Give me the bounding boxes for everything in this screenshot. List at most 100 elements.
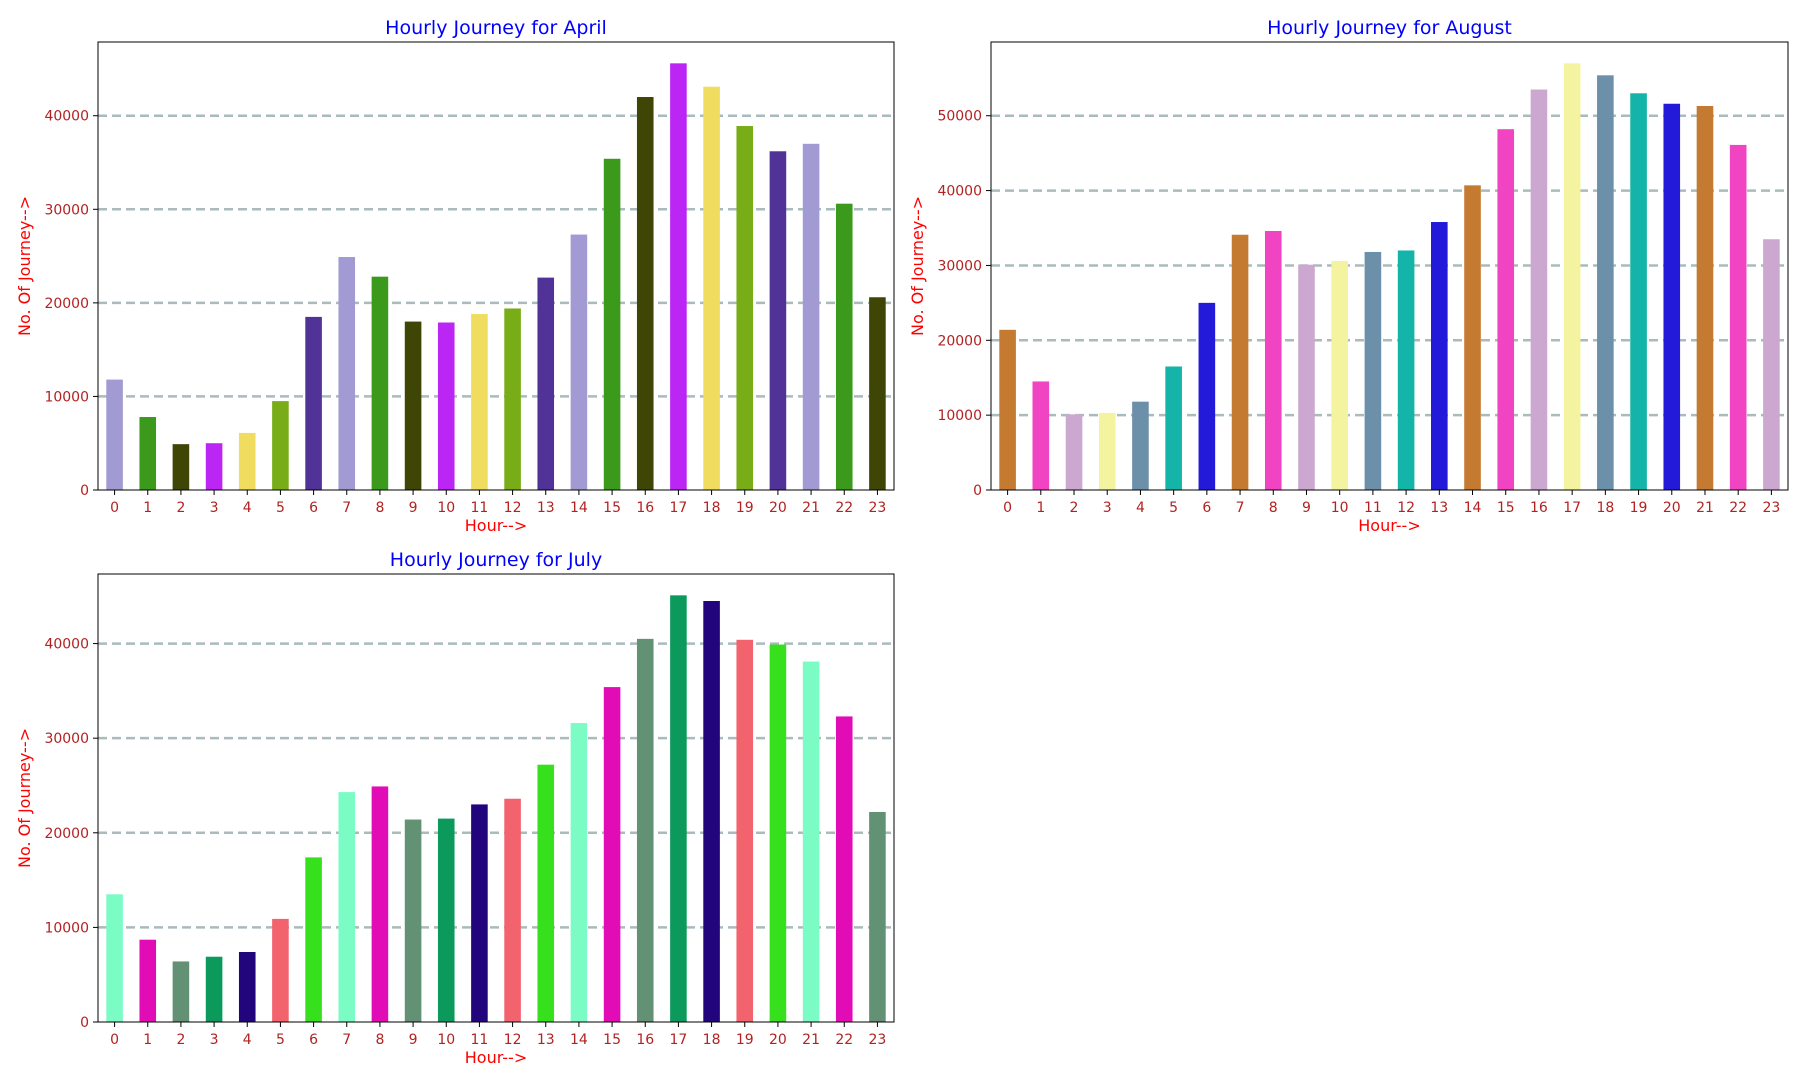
x-tick-label: 11	[471, 500, 489, 516]
bar-hour-11	[471, 804, 488, 1022]
x-tick-label: 4	[243, 500, 252, 516]
bar-hour-16	[636, 638, 654, 1022]
bar-hour-8	[371, 786, 389, 1022]
x-tick-label: 5	[276, 1032, 285, 1048]
bar-hour-22	[835, 203, 853, 490]
x-tick-label: 2	[176, 500, 185, 516]
bar-hour-17	[1563, 63, 1581, 490]
bar-hour-14	[570, 723, 588, 1022]
y-axis-label: No. Of Journey-->	[908, 196, 927, 336]
x-tick-label: 3	[210, 1032, 219, 1048]
chart-title: Hourly Journey for August	[1267, 17, 1512, 39]
bar-hour-9	[1298, 264, 1315, 490]
bar-hour-8	[371, 276, 389, 490]
bar-hour-5	[1165, 366, 1182, 490]
bar-hour-3	[205, 956, 223, 1022]
x-tick-label: 21	[802, 1032, 820, 1048]
bar-hour-14	[570, 234, 588, 490]
x-tick-label: 12	[504, 500, 522, 516]
y-tick-label: 30000	[937, 258, 982, 274]
bar-hour-7	[1231, 234, 1249, 490]
x-tick-label: 23	[869, 500, 887, 516]
bar-hour-7	[338, 792, 356, 1022]
bar-hour-17	[670, 595, 687, 1022]
x-tick-label: 14	[1464, 500, 1482, 516]
x-tick-label: 5	[1169, 500, 1178, 516]
bar-hour-5	[272, 401, 289, 490]
x-tick-label: 20	[1663, 500, 1681, 516]
x-tick-label: 1	[143, 1032, 152, 1048]
bar-hour-23	[1763, 239, 1780, 490]
y-tick-label: 20000	[937, 333, 982, 349]
bar-hour-1	[139, 417, 157, 490]
bar-hour-10	[437, 322, 455, 490]
bar-hour-23	[869, 297, 886, 490]
x-tick-label: 18	[703, 500, 721, 516]
x-tick-label: 13	[1430, 500, 1448, 516]
x-axis-label: Hour-->	[465, 516, 527, 535]
bar-hour-18	[703, 86, 720, 490]
y-tick-label: 0	[80, 483, 89, 499]
x-tick-label: 10	[437, 500, 455, 516]
bar-hour-17	[670, 63, 687, 490]
bar-hour-4	[238, 951, 256, 1022]
axes-frame	[97, 573, 895, 1023]
x-tick-label: 21	[1696, 500, 1714, 516]
x-tick-label: 6	[309, 1032, 318, 1048]
chart-july: 0 1 2 3 4 5 6 7 8 9 10 11 12 13 14 15 16 17 18 19 20 21 22 2301…	[15, 549, 895, 1067]
bar-hour-3	[205, 443, 223, 490]
bar-hour-0	[106, 379, 123, 490]
y-tick-label: 0	[80, 1015, 89, 1031]
x-tick-label: 19	[736, 500, 754, 516]
bar-hour-9	[404, 321, 422, 490]
bar-hour-16	[1530, 89, 1548, 490]
bar-hour-0	[999, 329, 1016, 490]
x-axis-label: Hour-->	[465, 1048, 527, 1067]
x-tick-label: 10	[1331, 500, 1349, 516]
x-tick-label: 18	[1596, 500, 1614, 516]
bar-hour-10	[437, 818, 455, 1022]
y-tick-label: 10000	[44, 389, 89, 405]
bar-hour-18	[1597, 75, 1614, 491]
x-tick-label: 4	[1136, 500, 1145, 516]
bar-hour-0	[106, 894, 123, 1022]
y-tick-label: 30000	[44, 202, 89, 218]
x-tick-label: 9	[1302, 500, 1311, 516]
bar-hour-13	[1431, 222, 1448, 491]
bar-hour-22	[835, 716, 853, 1022]
bar-hour-21	[1696, 106, 1714, 490]
x-tick-label: 21	[802, 500, 820, 516]
x-tick-label: 17	[1563, 500, 1581, 516]
bar-hour-8	[1264, 231, 1282, 490]
bar-hour-19	[736, 126, 754, 491]
x-tick-label: 12	[504, 1032, 522, 1048]
bar-hour-23	[869, 811, 886, 1022]
x-tick-label: 16	[636, 500, 654, 516]
x-tick-label: 13	[537, 1032, 555, 1048]
bar-hour-15	[603, 687, 621, 1022]
y-tick-label: 10000	[44, 920, 89, 936]
x-tick-label: 12	[1397, 500, 1415, 516]
y-tick-label: 20000	[44, 826, 89, 842]
x-tick-label: 3	[1103, 500, 1112, 516]
x-tick-label: 22	[1729, 500, 1747, 516]
x-tick-label: 11	[471, 1032, 489, 1048]
bar-hour-16	[636, 97, 654, 490]
x-tick-label: 1	[143, 500, 152, 516]
bar-hour-18	[703, 601, 720, 1022]
x-tick-label: 3	[210, 500, 219, 516]
chart-april: 0 1 2 3 4 5 6 7 8 9 10 11 12 13 14 15 16 17 18 19 20 21 22 2301…	[15, 17, 895, 535]
bar-hour-2	[172, 444, 190, 490]
chart-title: Hourly Journey for July	[390, 549, 602, 571]
x-tick-label: 10	[437, 1032, 455, 1048]
x-axis-label: Hour-->	[1358, 516, 1420, 535]
y-tick-label: 0	[973, 483, 982, 499]
x-tick-label: 16	[1530, 500, 1548, 516]
bar-hour-21	[802, 661, 820, 1022]
bar-hour-11	[1364, 251, 1382, 490]
x-tick-label: 6	[309, 500, 318, 516]
x-tick-label: 2	[1070, 500, 1079, 516]
bar-hour-15	[603, 158, 621, 491]
x-tick-label: 13	[537, 500, 555, 516]
x-tick-label: 20	[769, 1032, 787, 1048]
